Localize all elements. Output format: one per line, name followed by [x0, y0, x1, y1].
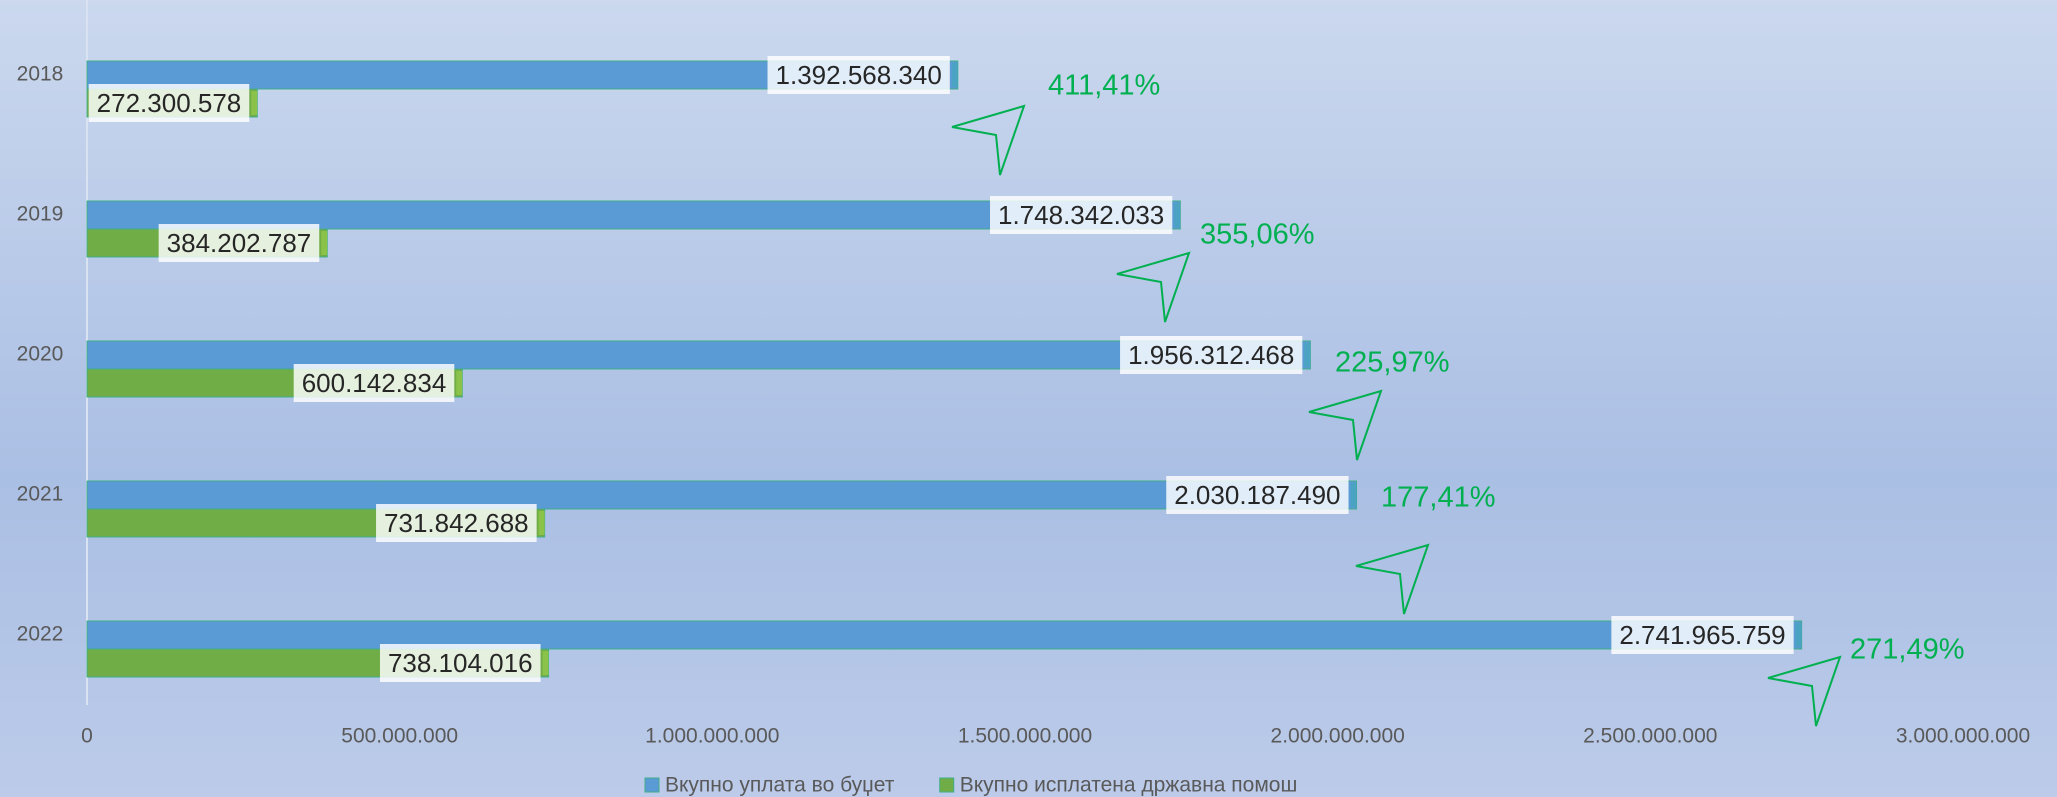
value-label: 384.202.787 — [167, 228, 312, 258]
category-label: 2022 — [17, 623, 64, 646]
x-tick-label: 2.500.000.000 — [1583, 725, 1717, 748]
legend-label: Вкупно исплатена државна помош — [960, 774, 1298, 797]
arrow-shape — [1767, 655, 1842, 727]
value-label: 2.741.965.759 — [1619, 620, 1785, 650]
x-tick-label: 500.000.000 — [341, 725, 458, 748]
annotation: 411,41% — [1048, 70, 1160, 102]
bar-cap — [542, 651, 549, 675]
bar-cap — [456, 371, 463, 395]
legend-swatch — [939, 777, 955, 793]
value-label-box — [1166, 476, 1349, 514]
value-label-box — [1611, 616, 1794, 654]
x-tick-label: 1.000.000.000 — [645, 725, 779, 748]
bar-cap — [538, 511, 545, 535]
category-label: 2020 — [17, 343, 64, 366]
bar-cap — [251, 91, 258, 115]
value-label: 731.842.688 — [384, 508, 529, 538]
arrow-shape — [1355, 543, 1430, 615]
bar — [86, 620, 1803, 650]
value-label: 2.030.187.490 — [1174, 480, 1340, 510]
legend-label: Вкупно уплата во буџет — [665, 774, 895, 797]
bar-cap — [1174, 203, 1181, 227]
value-label-box — [379, 644, 541, 682]
value-label: 1.392.568.340 — [776, 60, 942, 90]
value-label-box — [158, 224, 320, 262]
value-label: 738.104.016 — [388, 648, 533, 678]
category-label: 2021 — [17, 483, 64, 506]
value-label: 1.748.342.033 — [998, 200, 1164, 230]
x-tick-label: 2.000.000.000 — [1271, 725, 1405, 748]
arrow-shape — [1116, 251, 1191, 323]
bar-cap — [951, 63, 958, 87]
value-label: 600.142.834 — [302, 368, 447, 398]
bar-cap — [321, 231, 328, 255]
annotation: 225,97% — [1335, 347, 1450, 379]
value-label: 1.956.312.468 — [1128, 340, 1294, 370]
x-tick-label: 1.500.000.000 — [958, 725, 1092, 748]
value-label: 272.300.578 — [97, 88, 242, 118]
bar-cap — [1304, 343, 1311, 367]
category-label: 2019 — [17, 203, 64, 226]
x-tick-label: 0 — [81, 725, 93, 748]
legend-swatch — [644, 777, 660, 793]
annotation: 355,06% — [1200, 219, 1315, 251]
value-label-box — [376, 504, 537, 542]
bar-cap — [1350, 483, 1357, 507]
value-label-box — [767, 56, 950, 94]
annotation: 177,41% — [1381, 482, 1496, 514]
category-label: 2018 — [17, 63, 64, 86]
value-label-box — [1120, 336, 1303, 374]
value-label-box — [88, 84, 250, 122]
bar-cap — [1795, 623, 1802, 647]
bar — [86, 480, 1358, 510]
arrow-shape — [1308, 389, 1383, 461]
annotation: 271,49% — [1850, 634, 1965, 666]
value-label-box — [990, 196, 1173, 234]
x-tick-label: 3.000.000.000 — [1896, 725, 2030, 748]
arrow-shape — [951, 104, 1026, 176]
value-label-box — [293, 364, 455, 402]
